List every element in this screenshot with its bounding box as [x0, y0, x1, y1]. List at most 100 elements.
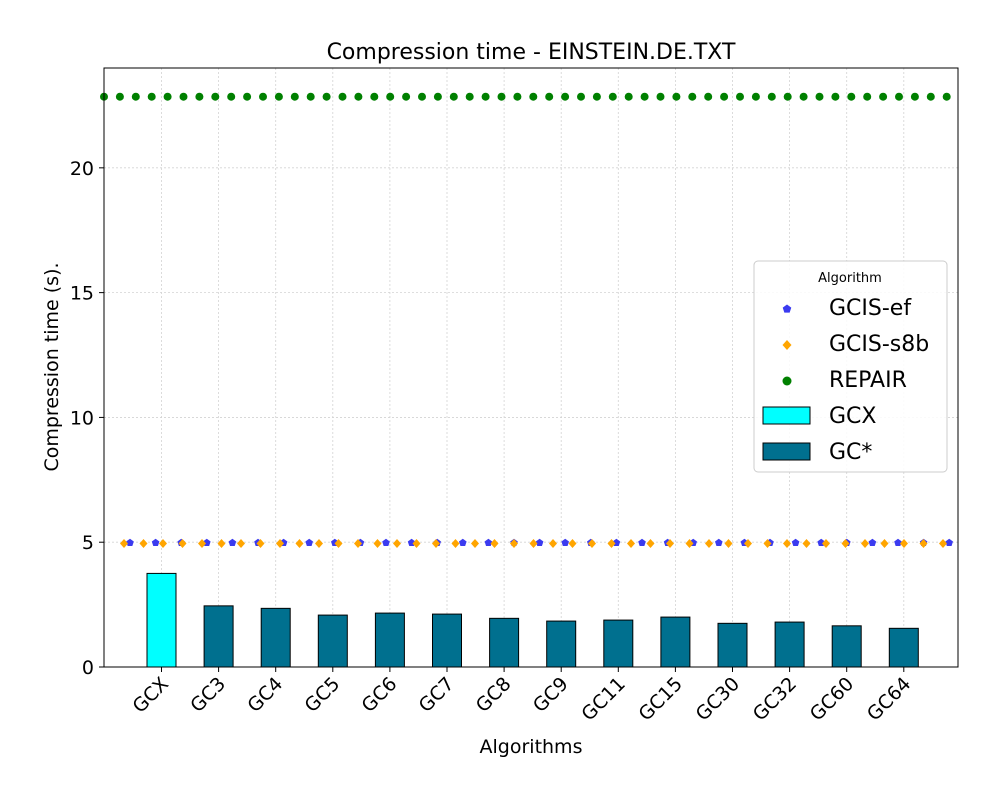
repair-marker	[306, 92, 315, 101]
x-axis-label: Algorithms	[480, 736, 583, 758]
gcis-ef-marker	[459, 538, 467, 546]
repair-marker	[688, 92, 697, 101]
repair-marker	[879, 92, 888, 101]
legend-marker-repair	[782, 376, 792, 386]
legend-label-gcstar: GC*	[829, 440, 872, 465]
x-tick-label: GC4	[243, 673, 287, 717]
repair-marker	[513, 92, 522, 101]
gcis-ef-marker	[894, 538, 902, 546]
legend-marker-gcis-s8b	[782, 340, 792, 350]
repair-marker	[704, 92, 713, 101]
gcis-s8b-marker	[276, 538, 284, 548]
repair-marker	[259, 92, 267, 101]
x-tick-label: GC30	[692, 673, 744, 725]
repair-marker	[592, 92, 601, 101]
bar-gc32	[774, 621, 805, 668]
x-tick-label: GC3	[186, 673, 230, 717]
gcis-s8b-marker	[861, 538, 869, 548]
repair-marker	[926, 92, 935, 101]
x-tick-label: GC7	[415, 673, 459, 717]
gcis-ef-marker	[305, 538, 313, 546]
repair-marker	[545, 92, 554, 101]
bar-gc9	[546, 620, 577, 668]
gcis-s8b-marker	[315, 538, 323, 548]
plot-frame	[103, 67, 959, 668]
bar-gc5	[317, 614, 348, 668]
gcis-ef-marker	[382, 538, 390, 546]
repair-marker	[863, 92, 872, 101]
gcis-s8b-marker	[217, 538, 226, 548]
y-tick-label: 20	[70, 158, 94, 180]
gcis-s8b-marker	[490, 538, 499, 548]
repair-marker	[720, 92, 729, 101]
repair-marker	[322, 92, 331, 101]
gcis-s8b-marker	[412, 538, 421, 548]
gcis-s8b-marker	[549, 538, 557, 548]
repair-marker	[211, 92, 220, 101]
x-tick-label: GC32	[749, 673, 801, 725]
repair-marker	[783, 92, 792, 101]
x-axis-ticks: GCX GC3 GC4 GC5 GC6 GC7 GC8 GC9 GC11 GC15 GC30 GC32…	[128, 667, 915, 725]
y-tick-label: 10	[70, 407, 94, 429]
gcis-s8b-marker	[705, 538, 713, 548]
repair-marker	[243, 92, 252, 101]
legend-label-repair: REPAIR	[829, 368, 907, 393]
legend-label-gcx: GCX	[829, 404, 876, 429]
gcis-s8b-marker	[666, 538, 674, 548]
repair-marker	[163, 92, 172, 101]
y-tick-label: 15	[70, 283, 94, 305]
repair-marker	[179, 92, 188, 101]
repair-marker	[449, 92, 458, 101]
gcis-ef-marker	[868, 538, 877, 546]
y-tick-label: 0	[82, 657, 94, 679]
gcis-s8b-marker	[120, 538, 128, 548]
gcis-s8b-marker	[744, 538, 752, 548]
chart-title: Compression time - EINSTEIN.DE.TXT	[327, 40, 736, 65]
repair-marker	[847, 92, 856, 101]
repair-marker	[370, 92, 379, 101]
gcis-s8b-marker	[763, 538, 772, 548]
bar-gc6	[374, 612, 405, 668]
gcis-s8b-marker	[939, 538, 947, 548]
gcis-s8b-marker	[841, 538, 850, 548]
bar-gc11	[603, 619, 634, 668]
repair-marker	[672, 92, 681, 101]
repair-marker	[115, 92, 124, 101]
x-tick-label: GC8	[472, 673, 516, 717]
legend-label-gcis-s8b: GCIS-s8b	[829, 332, 929, 357]
repair-marker	[751, 92, 760, 101]
repair-marker	[736, 92, 744, 101]
gcis-ef-marker	[126, 538, 134, 546]
gcis-s8b-marker	[393, 538, 401, 548]
bar-gc4	[260, 607, 291, 668]
gcis-s8b-marker	[237, 538, 245, 548]
gcis-ef-marker	[791, 538, 800, 546]
repair-marker	[815, 92, 824, 101]
legend-title: Algorithm	[818, 271, 882, 286]
gcis-ef-marker	[535, 538, 544, 546]
bar-gc15	[660, 616, 691, 668]
legend: Algorithm GCIS-ef GCIS-s8b REPAIR GCX GC*	[753, 260, 948, 473]
gcis-ef-marker	[561, 538, 569, 546]
repair-marker	[147, 92, 156, 101]
repair-marker	[418, 92, 426, 101]
gcis-s8b-marker	[607, 538, 616, 548]
gcis-s8b-marker	[822, 538, 830, 548]
gcis-s8b-marker	[802, 538, 811, 548]
repair-marker	[131, 92, 140, 101]
repair-marker	[640, 92, 649, 101]
gcis-s8b-marker	[295, 538, 304, 548]
bars	[146, 572, 919, 668]
gcis-s8b-marker	[510, 538, 518, 548]
bar-gcx	[146, 572, 177, 668]
legend-swatch-gcx	[762, 406, 811, 425]
gcis-ef-marker	[945, 538, 953, 546]
x-tick-label: GC6	[358, 673, 402, 717]
repair-marker	[895, 92, 903, 101]
gcis-s8b-marker	[432, 538, 440, 548]
gcis-ef-marker	[715, 538, 723, 546]
repair-marker	[529, 92, 538, 101]
gcis-s8b-marker	[529, 538, 538, 548]
gcis-s8b-marker	[354, 538, 362, 548]
